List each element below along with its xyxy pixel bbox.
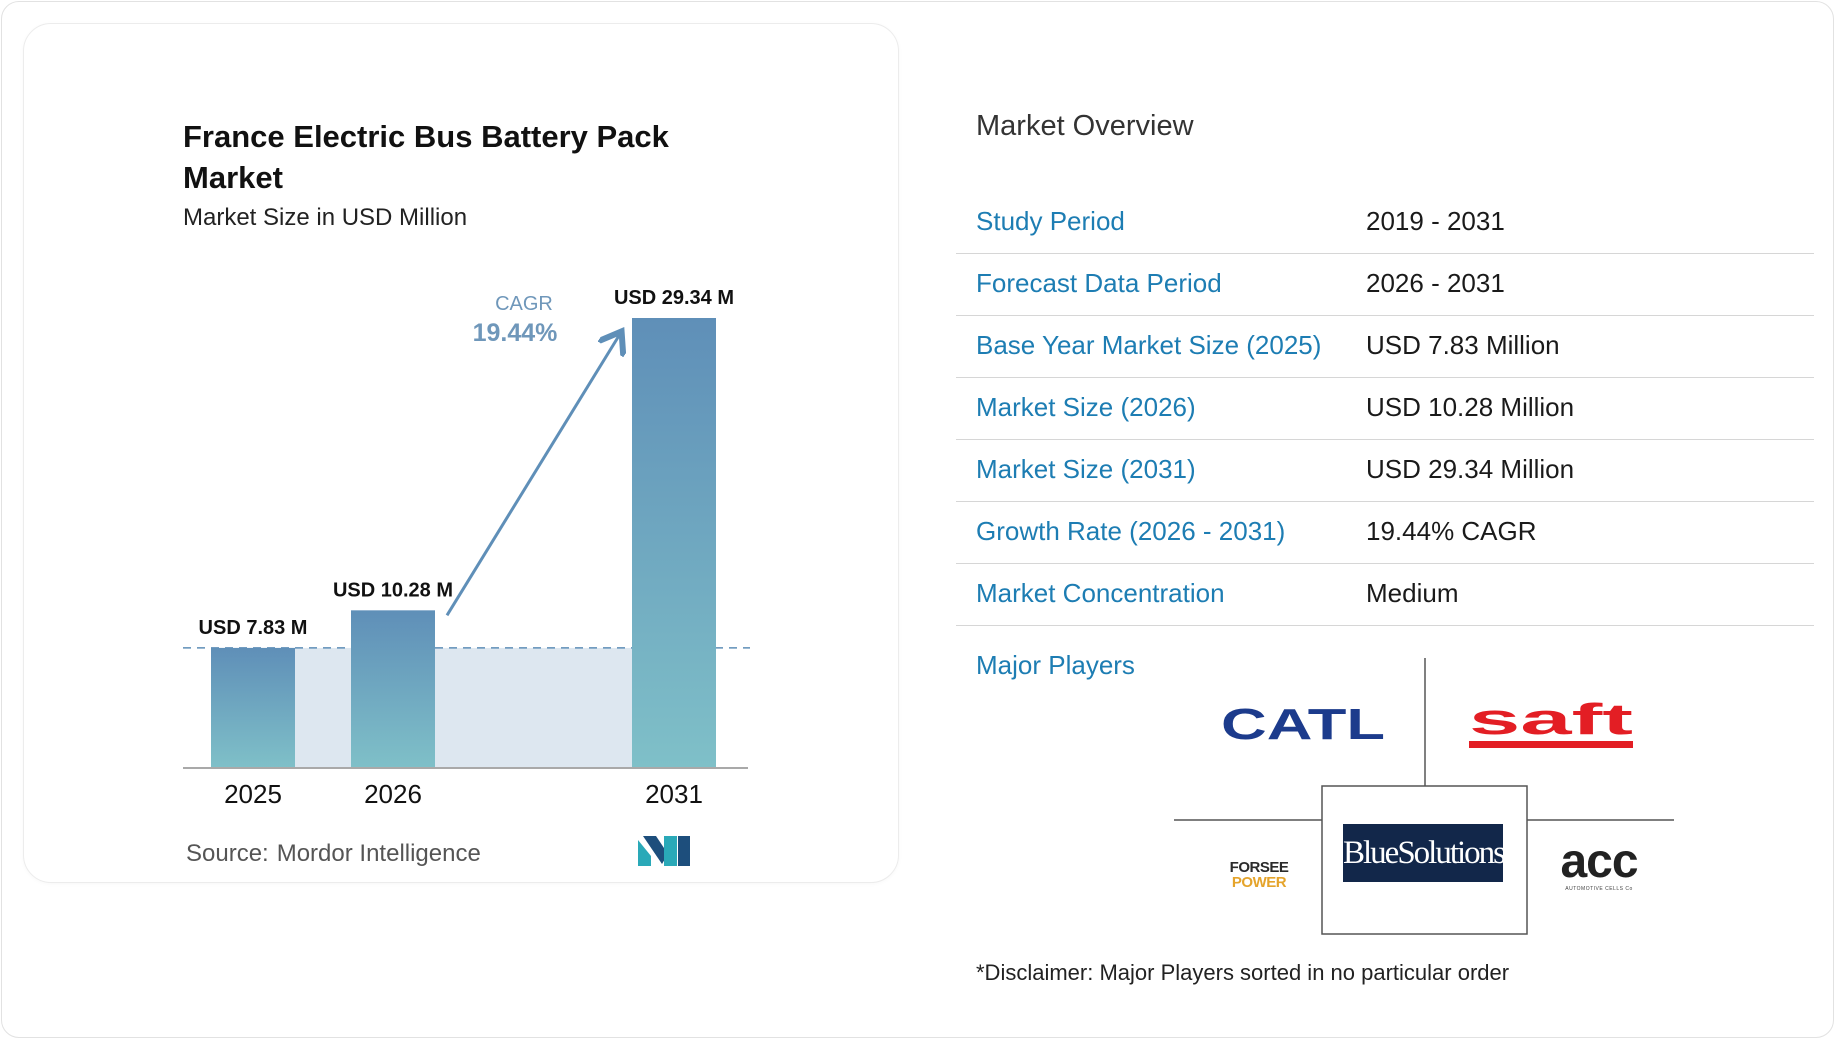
catl-text: CATL (1221, 700, 1385, 746)
bar-value-label: USD 29.34 M (614, 287, 734, 309)
saft-text: saft (1469, 700, 1634, 744)
acc-text: acc (1560, 835, 1638, 888)
overview-row: Base Year Market Size (2025) USD 7.83 Mi… (956, 316, 1814, 378)
chart-subtitle: Market Size in USD Million (183, 204, 468, 231)
overview-row-label: Market Concentration (976, 578, 1225, 608)
overview-row-label: Market Size (2031) (976, 454, 1196, 484)
forsee-power-logo: FORSEE POWER (1218, 860, 1300, 890)
x-tick-label: 2025 (224, 779, 282, 809)
overview-row-label: Growth Rate (2026 - 2031) (976, 516, 1286, 546)
overview-row: Forecast Data Period 2026 - 2031 (956, 254, 1814, 316)
overview-row-value: USD 7.83 Million (1366, 330, 1560, 360)
overview-title: Market Overview (976, 110, 1194, 142)
source-label: Source: (186, 840, 269, 867)
bar-value-label: USD 7.83 M (199, 617, 308, 639)
overview-row: Study Period 2019 - 2031 (956, 192, 1814, 254)
disclaimer: *Disclaimer: Major Players sorted in no … (976, 960, 1510, 985)
overview-row: Growth Rate (2026 - 2031) 19.44% CAGR (956, 502, 1814, 564)
source-line: Source: Mordor Intelligence (186, 840, 481, 868)
overview-row-label: Market Size (2026) (976, 392, 1196, 422)
overview-table: Study Period 2019 - 2031 Forecast Data P… (956, 192, 1814, 626)
overview-row: Market Concentration Medium (956, 564, 1814, 626)
source-name: Mordor Intelligence (276, 840, 481, 867)
bar-2025 (211, 647, 295, 768)
overview-row-value: 2019 - 2031 (1366, 206, 1505, 236)
saft-logo-icon: saft (1469, 700, 1634, 748)
chart-title: France Electric Bus Battery Pack Market (183, 119, 669, 195)
bar-2026 (351, 610, 435, 768)
catl-logo-icon: CATL (1221, 700, 1385, 746)
overview-row-label: Study Period (976, 206, 1125, 236)
cagr-value: 19.44% (473, 319, 558, 347)
baseline-area (295, 647, 632, 768)
bar-2031 (632, 318, 716, 768)
overview-row-value: USD 29.34 Million (1366, 454, 1575, 484)
overview-row-label: Base Year Market Size (2025) (976, 330, 1322, 360)
acc-logo: acc AUTOMOTIVE CELLS Co (1552, 835, 1646, 893)
power-text: POWER (1231, 874, 1287, 891)
cagr-label: CAGR (495, 293, 553, 315)
x-tick-label: 2031 (645, 779, 703, 809)
overview-row-value: Medium (1366, 578, 1459, 608)
overview-row-label: Forecast Data Period (976, 268, 1222, 298)
overview-row: Market Size (2026) USD 10.28 Million (956, 378, 1814, 440)
overview-row-value: 19.44% CAGR (1366, 516, 1537, 546)
cagr-arrow (445, 334, 620, 617)
x-tick-label: 2026 (364, 779, 422, 809)
overview-row: Market Size (2031) USD 29.34 Million (956, 440, 1814, 502)
acc-tagline: AUTOMOTIVE CELLS Co (1565, 886, 1633, 892)
bar-chart: USD 7.83 M 2025 USD 10.28 M 2026 USD 29.34 M… (183, 287, 750, 809)
bar-value-label: USD 10.28 M (333, 579, 453, 601)
overview-row-value: USD 10.28 Million (1366, 392, 1575, 422)
blue-solutions-logo: BlueSolutions (1343, 824, 1506, 882)
forsee-text: FORSEE (1229, 859, 1289, 876)
major-players-label: Major Players (976, 650, 1135, 680)
overview-row-value: 2026 - 2031 (1366, 268, 1505, 298)
mordor-logo-icon (638, 836, 690, 866)
